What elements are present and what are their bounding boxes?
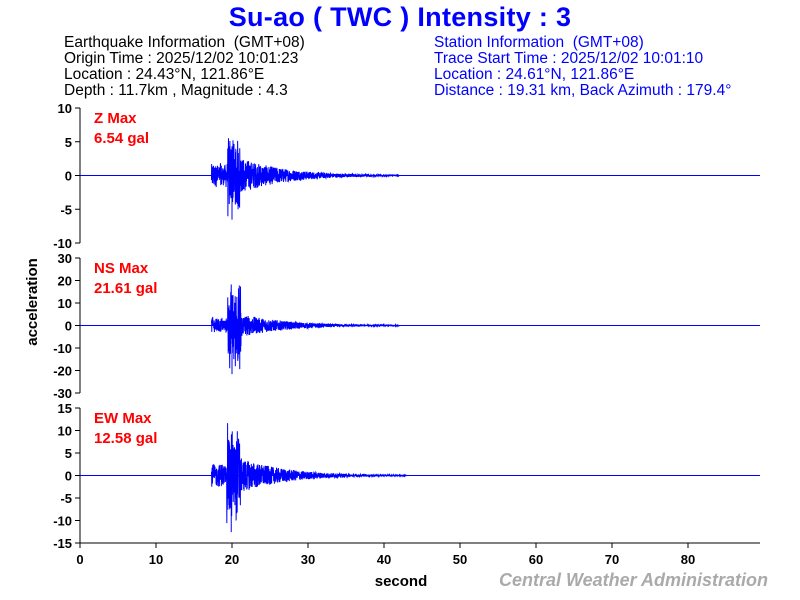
max-value: 12.58 gal: [94, 430, 157, 447]
x-axis-label: second: [375, 573, 428, 590]
trace-ns: [210, 284, 400, 375]
earthquake-info-header: Earthquake Information (GMT+08): [64, 34, 305, 51]
y-tick-label: -10: [53, 514, 72, 529]
y-tick-label: -5: [60, 202, 72, 217]
x-tick-label: 10: [149, 552, 163, 567]
trace-z: [210, 138, 400, 220]
max-label: Z Max: [94, 110, 137, 127]
station-info: Station Information (GMT+08) Trace Start…: [434, 35, 731, 99]
y-tick-label: -15: [53, 536, 72, 551]
y-tick-label: 10: [58, 296, 72, 311]
max-value: 21.61 gal: [94, 280, 157, 297]
y-tick-label: 0: [65, 319, 72, 334]
x-tick-label: 40: [377, 552, 391, 567]
station-info-header: Station Information (GMT+08): [434, 34, 644, 51]
panel-ew: 15 10 5 0 -5 -10 -15 EW Max 12.58 gal: [53, 401, 760, 551]
x-tick-label: 60: [529, 552, 543, 567]
distance-azimuth: Distance : 19.31 km, Back Azimuth : 179.…: [434, 82, 732, 99]
panel-z: 10 5 0 -5 -10 Z Max 6.54 gal: [53, 101, 760, 251]
trace-ew: [210, 423, 408, 533]
trace-start-time: Trace Start Time : 2025/12/02 10:01:10: [434, 50, 704, 67]
y-tick-label: 10: [58, 424, 72, 439]
y-tick-label: 30: [58, 251, 72, 266]
credit-watermark: Central Weather Administration: [499, 570, 768, 590]
chart-title: Su-ao ( TWC ) Intensity : 3: [228, 2, 572, 32]
y-tick-label: 20: [58, 274, 72, 289]
y-tick-label: 5: [65, 446, 72, 461]
x-tick-label: 70: [605, 552, 619, 567]
max-label: EW Max: [94, 410, 152, 427]
y-tick-label: -5: [60, 491, 72, 506]
x-tick-label: 20: [225, 552, 239, 567]
panel-ns: 30 20 10 0 -10 -20 -30 NS Max 21.61 gal: [53, 251, 760, 401]
y-tick-label: 0: [65, 469, 72, 484]
max-value: 6.54 gal: [94, 130, 149, 147]
y-tick-label: 15: [58, 401, 72, 416]
station-location: Location : 24.61°N, 121.86°E: [434, 66, 635, 83]
y-tick-label: -30: [53, 386, 72, 401]
x-tick-label: 0: [76, 552, 83, 567]
y-tick-label: -20: [53, 364, 72, 379]
depth-magnitude: Depth : 11.7km , Magnitude : 4.3: [64, 82, 288, 99]
y-tick-label: -10: [53, 236, 72, 251]
x-tick-label: 50: [453, 552, 467, 567]
epicenter-location: Location : 24.43°N, 121.86°E: [64, 66, 265, 83]
earthquake-info: Earthquake Information (GMT+08) Origin T…: [64, 35, 305, 99]
y-tick-label: 5: [65, 135, 72, 150]
origin-time: Origin Time : 2025/12/02 10:01:23: [64, 50, 299, 67]
y-tick-label: -10: [53, 341, 72, 356]
x-tick-label: 80: [681, 552, 695, 567]
x-tick-label: 30: [301, 552, 315, 567]
max-label: NS Max: [94, 260, 149, 277]
y-tick-label: 0: [65, 169, 72, 184]
y-tick-label: 10: [58, 101, 72, 116]
y-axis-label: acceleration: [24, 258, 41, 346]
